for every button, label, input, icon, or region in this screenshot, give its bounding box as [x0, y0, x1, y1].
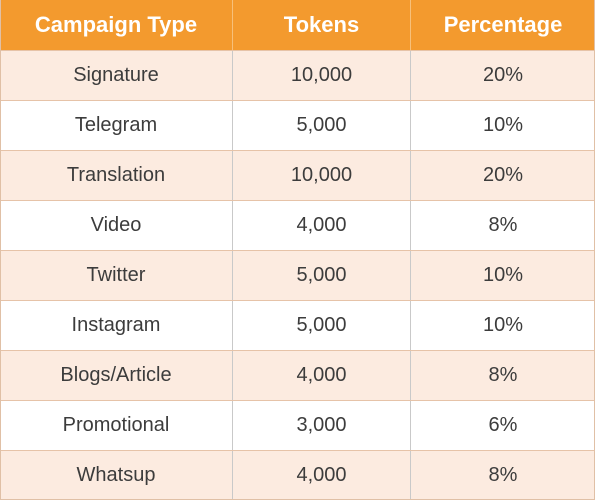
percentage-cell: 6%	[488, 414, 518, 436]
campaign-type-cell: Video	[0, 201, 233, 250]
percentage-cell: 20%	[482, 164, 524, 186]
campaign-type-cell: Promotional	[0, 401, 233, 450]
table-header-row: Campaign Type Tokens Percentage	[0, 0, 595, 50]
table-row: Blogs/Article 4,000 8%	[0, 350, 595, 400]
header-tokens: Tokens	[233, 0, 411, 50]
table-row: Whatsup 4,000 8%	[0, 450, 595, 500]
percentage-cell: 10%	[482, 264, 524, 286]
campaign-type-cell: Whatsup	[0, 451, 233, 500]
percentage-cell: 8%	[488, 364, 518, 386]
percentage-cell: 8%	[488, 464, 518, 486]
campaign-type-cell: Signature	[0, 51, 233, 100]
table-row: Signature 10,000 20%	[0, 50, 595, 100]
tokens-cell: 5,000	[233, 301, 411, 350]
percentage-cell: 8%	[488, 214, 518, 236]
campaign-type-cell: Translation	[0, 151, 233, 200]
tokens-cell: 10,000	[233, 51, 411, 100]
table-row: Twitter 5,000 10%	[0, 250, 595, 300]
header-campaign-type: Campaign Type	[0, 0, 233, 50]
header-percentage: Percentage	[443, 12, 563, 37]
table-row: Instagram 5,000 10%	[0, 300, 595, 350]
campaign-type-cell: Telegram	[0, 101, 233, 150]
campaign-type-cell: Instagram	[0, 301, 233, 350]
tokens-cell: 4,000	[233, 201, 411, 250]
tokens-cell: 4,000	[233, 351, 411, 400]
campaign-type-cell: Blogs/Article	[0, 351, 233, 400]
campaign-type-cell: Twitter	[0, 251, 233, 300]
percentage-cell: 20%	[482, 64, 524, 86]
table-row: Promotional 3,000 6%	[0, 400, 595, 450]
tokens-cell: 5,000	[233, 101, 411, 150]
percentage-cell: 10%	[482, 114, 524, 136]
table-row: Translation 10,000 20%	[0, 150, 595, 200]
percentage-cell: 10%	[482, 314, 524, 336]
table-row: Telegram 5,000 10%	[0, 100, 595, 150]
tokens-cell: 4,000	[233, 451, 411, 500]
table-row: Video 4,000 8%	[0, 200, 595, 250]
tokens-cell: 5,000	[233, 251, 411, 300]
tokens-cell: 3,000	[233, 401, 411, 450]
tokens-cell: 10,000	[233, 151, 411, 200]
